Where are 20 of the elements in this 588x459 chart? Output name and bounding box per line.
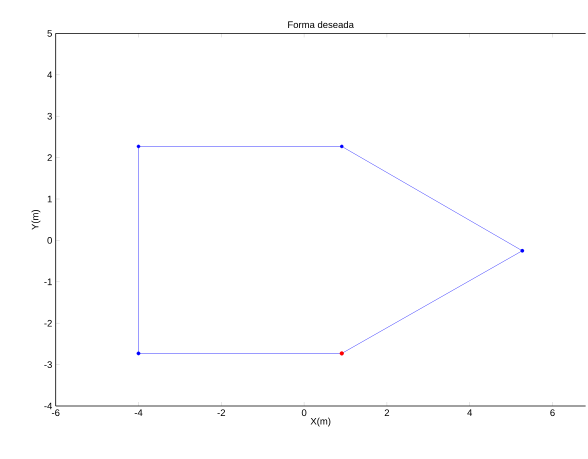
x-tick-label: -6 bbox=[52, 409, 60, 416]
x-tick-label: -2 bbox=[218, 409, 226, 416]
x-tick-label: 6 bbox=[550, 409, 555, 416]
chart-title: Forma deseada bbox=[288, 21, 354, 28]
y-tick-label: -1 bbox=[44, 278, 52, 286]
x-tick-label: 2 bbox=[384, 409, 390, 416]
x-tick-label: 0 bbox=[302, 409, 306, 416]
y-tick-label: 3 bbox=[47, 112, 52, 120]
y-tick-label: 2 bbox=[48, 154, 52, 161]
y-axis-title: Y(m) bbox=[32, 210, 40, 230]
y-tick-label: 0 bbox=[47, 237, 52, 244]
y-tick-label: -2 bbox=[44, 320, 52, 327]
y-tick-label: -4 bbox=[44, 402, 52, 410]
y-tick-label: -3 bbox=[44, 361, 52, 368]
x-tick-label: -4 bbox=[134, 409, 142, 416]
y-tick-label: 5 bbox=[47, 30, 52, 37]
y-tick-label: 4 bbox=[47, 72, 52, 78]
y-tick-label: 1 bbox=[48, 196, 52, 202]
x-tick-label: 4 bbox=[467, 409, 472, 416]
x-axis-title: X(m) bbox=[310, 418, 330, 426]
